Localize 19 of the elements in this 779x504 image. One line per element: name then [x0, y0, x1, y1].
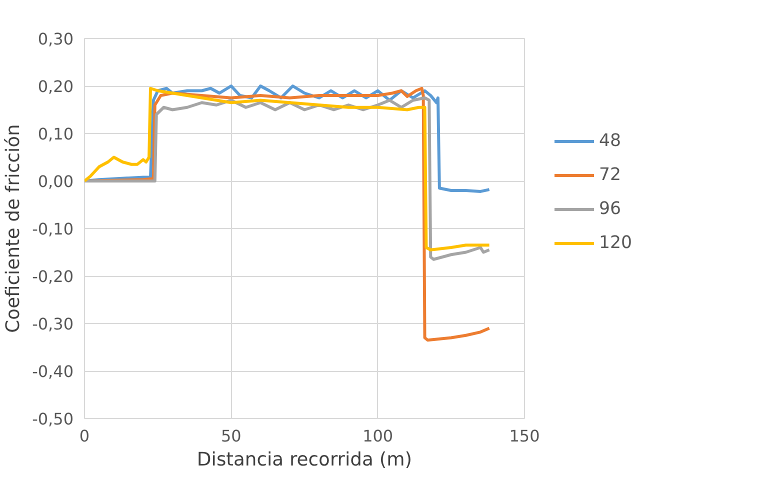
y-tick-label: -0,30 — [32, 314, 74, 334]
y-tick-label: -0,10 — [32, 220, 74, 238]
y-axis-title: Coeficiente de fricción — [3, 124, 24, 333]
y-tick-label: 0,20 — [38, 77, 74, 96]
legend-label: 120 — [599, 232, 632, 252]
x-tick-label: 0 — [79, 426, 90, 446]
legend-label: 96 — [599, 198, 622, 218]
legend-label: 72 — [599, 164, 622, 184]
y-tick-label: 0,10 — [38, 124, 74, 144]
x-tick-label: 150 — [509, 426, 540, 446]
y-tick-label: -0,20 — [32, 267, 74, 286]
y-tick-label: -0,50 — [32, 410, 74, 428]
y-tick-label: 0,30 — [38, 30, 74, 48]
legend-label: 48 — [599, 130, 622, 150]
x-tick-label: 100 — [362, 426, 394, 446]
y-tick-label: -0,40 — [32, 362, 74, 381]
x-axis-title: Distancia recorrida (m) — [196, 450, 412, 470]
x-tick-label: 50 — [220, 426, 242, 446]
y-tick-label: 0,00 — [38, 172, 74, 191]
